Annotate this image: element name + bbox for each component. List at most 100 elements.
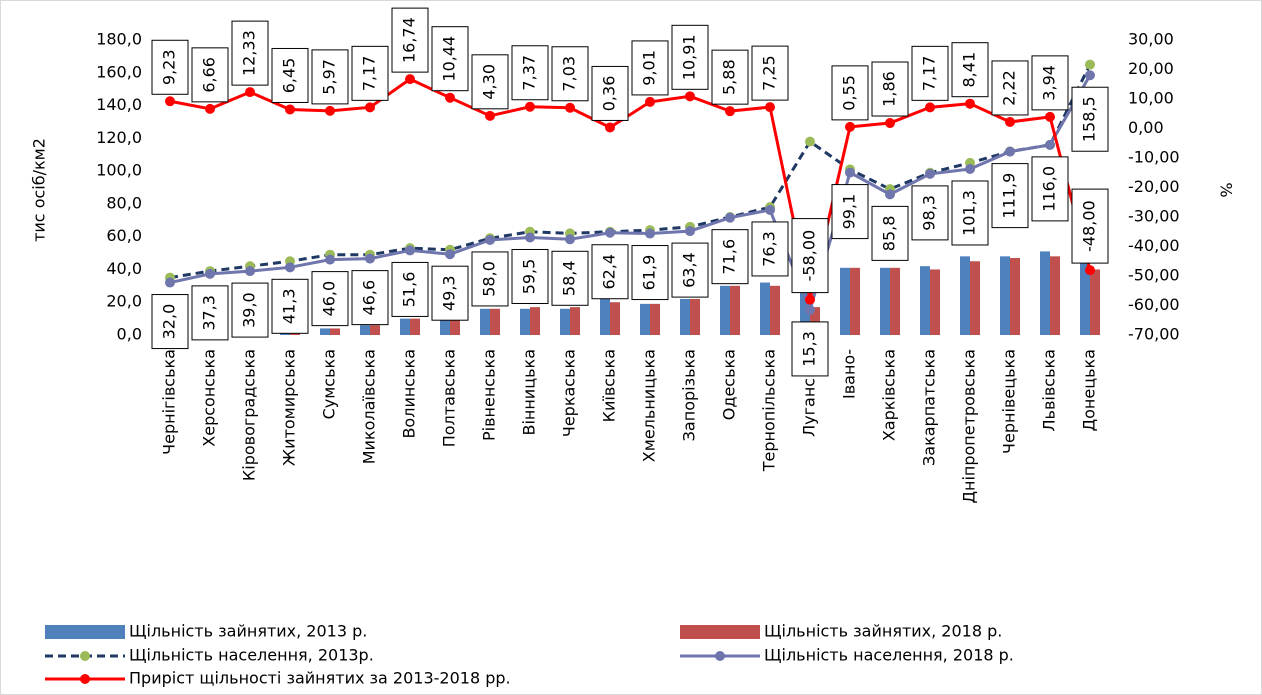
data-label-box [511,45,549,101]
data-label: 85,8 [880,216,899,252]
data-label-box [391,261,429,317]
data-label: 158,5 [1080,96,1099,142]
data-label: 2,22 [1000,70,1019,106]
legend-label: Щільність населення, 2018 р. [764,646,1014,665]
point [1045,111,1055,122]
x-tick-label: Рівненська [480,349,499,441]
x-tick-label: Харківська [880,349,899,441]
data-label: 16,74 [400,17,419,63]
y2-tick-label: 30,00 [1128,30,1174,49]
data-label: 71,6 [720,239,739,275]
data-label: 46,6 [360,280,379,316]
data-label-box [791,321,829,377]
point [525,101,535,112]
data-label: 15,3 [800,331,819,367]
data-label: 0,55 [840,75,859,111]
x-tick-label: Вінницька [520,349,539,436]
y-tick-label: 20,0 [106,292,142,311]
legend-label: Щільність зайнятих, 2013 р. [129,622,367,641]
point [805,294,815,305]
legend-label: Щільність населення, 2013р. [129,646,374,665]
y2-tick-label: -50,00 [1128,266,1180,285]
data-label-box [791,218,829,294]
x-tick-label: Київська [600,349,619,422]
data-label-box [471,251,509,307]
y2-tick-label: -20,00 [1128,177,1180,196]
data-label: 4,30 [480,64,499,100]
bar [690,298,700,335]
point [885,189,895,200]
bar [450,320,460,335]
point [685,226,695,237]
bar [520,308,530,335]
data-label: 1,86 [880,71,899,107]
y-tick-label: 120,0 [96,128,142,147]
x-tick-label: Сумська [320,349,339,419]
y-tick-label: 180,0 [96,30,142,49]
data-label: 10,44 [440,36,459,82]
data-label-box [871,205,909,261]
x-tick-label: Дніпропетровська [960,349,979,504]
point [765,102,775,113]
data-label-box [991,163,1029,229]
data-label: 0,36 [600,76,619,112]
data-label: 32,0 [160,304,179,340]
data-label-box [551,250,589,306]
bar [650,303,660,335]
data-label-box [271,47,309,103]
x-tick-label: Волинська [400,349,419,439]
bar [560,308,570,335]
data-label: 7,37 [520,55,539,91]
bar [960,256,970,335]
point [605,227,615,238]
legend-marker [715,651,725,661]
data-label: 3,94 [1040,65,1059,101]
x-tick-label: Івано- [840,349,859,399]
data-label-box [911,45,949,101]
y2-tick-label: -60,00 [1128,295,1180,314]
data-label: 37,3 [200,295,219,331]
data-label-box [671,242,709,298]
y-tick-label: 0,0 [117,325,142,344]
point [845,121,855,132]
data-label-box [351,270,389,326]
data-label-box [551,46,589,102]
bar [330,328,340,335]
x-tick-label: Кіровоградська [240,349,259,481]
point [725,106,735,117]
bar [1010,257,1020,335]
data-label-box [151,39,189,95]
point [565,102,575,113]
y2-tick-label: -30,00 [1128,207,1180,226]
data-label-box [951,42,989,98]
y-tick-label: 100,0 [96,161,142,180]
bar [770,285,780,335]
data-label: 8,41 [960,52,979,88]
data-label-box [1031,55,1069,111]
data-label-box [1071,86,1109,152]
bar [570,307,580,335]
data-label: 98,3 [920,195,939,231]
bar [610,302,620,335]
x-tick-label: Полтавська [440,349,459,447]
legend-swatch [45,625,125,639]
data-label: 5,97 [320,59,339,95]
point [1085,265,1095,276]
data-label-box [191,47,229,103]
data-label: -58,00 [800,230,819,282]
point [365,253,375,264]
data-label: 7,17 [920,56,939,92]
y2-tick-label: -40,00 [1128,236,1180,255]
data-label-box [231,282,269,338]
point [885,118,895,129]
data-label: 101,3 [960,190,979,236]
data-label: 58,0 [480,261,499,297]
point [325,105,335,116]
point [965,163,975,174]
data-label: 76,3 [760,231,779,267]
bar [1040,251,1050,335]
data-label-box [151,294,189,350]
point [925,168,935,179]
data-label: 7,17 [360,56,379,92]
